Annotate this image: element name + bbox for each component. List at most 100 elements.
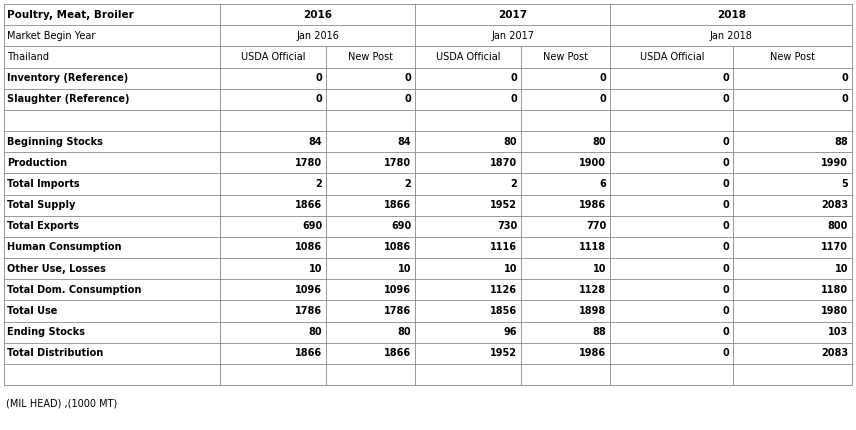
Text: 2018: 2018	[716, 9, 746, 20]
Text: Other Use, Losses: Other Use, Losses	[7, 264, 106, 273]
Text: Thailand: Thailand	[7, 52, 49, 62]
Text: 103: 103	[828, 327, 848, 337]
Text: 1866: 1866	[295, 348, 322, 358]
Text: New Post: New Post	[544, 52, 588, 62]
Text: 0: 0	[722, 158, 729, 168]
Text: Total Use: Total Use	[7, 306, 57, 316]
Text: 0: 0	[722, 94, 729, 104]
Text: 2083: 2083	[821, 348, 848, 358]
Text: 80: 80	[592, 137, 606, 147]
Text: (MIL HEAD) ,(1000 MT): (MIL HEAD) ,(1000 MT)	[6, 399, 117, 409]
Text: 1780: 1780	[295, 158, 322, 168]
Text: 0: 0	[316, 94, 322, 104]
Text: 0: 0	[722, 221, 729, 231]
Text: 1170: 1170	[821, 243, 848, 252]
Text: 2083: 2083	[821, 200, 848, 210]
Text: Total Distribution: Total Distribution	[7, 348, 104, 358]
Text: 2: 2	[316, 179, 322, 189]
Text: Human Consumption: Human Consumption	[7, 243, 122, 252]
Text: 1986: 1986	[580, 200, 606, 210]
Text: 1786: 1786	[384, 306, 411, 316]
Text: Total Exports: Total Exports	[7, 221, 79, 231]
Text: 1180: 1180	[821, 285, 848, 295]
Text: 10: 10	[835, 264, 848, 273]
Text: 1086: 1086	[384, 243, 411, 252]
Text: 1986: 1986	[580, 348, 606, 358]
Text: 800: 800	[828, 221, 848, 231]
Text: Jan 2017: Jan 2017	[491, 31, 534, 41]
Text: USDA Official: USDA Official	[639, 52, 704, 62]
Text: USDA Official: USDA Official	[241, 52, 306, 62]
Text: Slaughter (Reference): Slaughter (Reference)	[7, 94, 129, 104]
Text: 0: 0	[841, 94, 848, 104]
Text: 10: 10	[309, 264, 322, 273]
Text: 0: 0	[599, 73, 606, 83]
Text: Production: Production	[7, 158, 67, 168]
Text: 1900: 1900	[580, 158, 606, 168]
Text: 2: 2	[405, 179, 411, 189]
Text: 1786: 1786	[295, 306, 322, 316]
Text: 80: 80	[503, 137, 517, 147]
Text: Beginning Stocks: Beginning Stocks	[7, 137, 103, 147]
Text: 80: 80	[398, 327, 411, 337]
Text: 0: 0	[722, 243, 729, 252]
Text: Poultry, Meat, Broiler: Poultry, Meat, Broiler	[7, 9, 134, 20]
Text: 1118: 1118	[580, 243, 606, 252]
Text: 80: 80	[309, 327, 322, 337]
Text: 1980: 1980	[821, 306, 848, 316]
Text: 1856: 1856	[490, 306, 517, 316]
Text: Market Begin Year: Market Begin Year	[7, 31, 95, 41]
Text: 1866: 1866	[384, 348, 411, 358]
Text: 1898: 1898	[579, 306, 606, 316]
Text: Jan 2018: Jan 2018	[710, 31, 752, 41]
Text: 0: 0	[722, 179, 729, 189]
Text: 0: 0	[316, 73, 322, 83]
Text: 1780: 1780	[384, 158, 411, 168]
Text: 0: 0	[722, 73, 729, 83]
Text: USDA Official: USDA Official	[436, 52, 501, 62]
Text: 0: 0	[510, 73, 517, 83]
Text: 84: 84	[398, 137, 411, 147]
Text: 0: 0	[722, 348, 729, 358]
Text: Total Supply: Total Supply	[7, 200, 75, 210]
Text: 10: 10	[398, 264, 411, 273]
Text: 6: 6	[599, 179, 606, 189]
Text: 88: 88	[592, 327, 606, 337]
Text: 10: 10	[504, 264, 517, 273]
Text: 770: 770	[586, 221, 606, 231]
Text: 1116: 1116	[490, 243, 517, 252]
Text: 0: 0	[599, 94, 606, 104]
Text: 730: 730	[497, 221, 517, 231]
Text: 1086: 1086	[295, 243, 322, 252]
Text: 0: 0	[405, 94, 411, 104]
Text: 2016: 2016	[303, 9, 332, 20]
Text: Ending Stocks: Ending Stocks	[7, 327, 85, 337]
Text: Total Imports: Total Imports	[7, 179, 80, 189]
Text: 1990: 1990	[821, 158, 848, 168]
Text: 1866: 1866	[384, 200, 411, 210]
Text: 1096: 1096	[384, 285, 411, 295]
Text: 690: 690	[302, 221, 322, 231]
Text: 0: 0	[722, 200, 729, 210]
Text: 84: 84	[309, 137, 322, 147]
Text: New Post: New Post	[348, 52, 393, 62]
Text: Inventory (Reference): Inventory (Reference)	[7, 73, 128, 83]
Text: 0: 0	[405, 73, 411, 83]
Text: 1126: 1126	[490, 285, 517, 295]
Text: 1952: 1952	[490, 348, 517, 358]
Text: 0: 0	[722, 264, 729, 273]
Text: 0: 0	[510, 94, 517, 104]
Text: New Post: New Post	[770, 52, 815, 62]
Text: 1952: 1952	[490, 200, 517, 210]
Text: 1096: 1096	[295, 285, 322, 295]
Text: 1870: 1870	[490, 158, 517, 168]
Text: 0: 0	[722, 285, 729, 295]
Text: 1866: 1866	[295, 200, 322, 210]
Text: 96: 96	[504, 327, 517, 337]
Text: 0: 0	[722, 306, 729, 316]
Text: 0: 0	[722, 137, 729, 147]
Text: 88: 88	[835, 137, 848, 147]
Text: 1128: 1128	[580, 285, 606, 295]
Text: 0: 0	[841, 73, 848, 83]
Text: 10: 10	[593, 264, 606, 273]
